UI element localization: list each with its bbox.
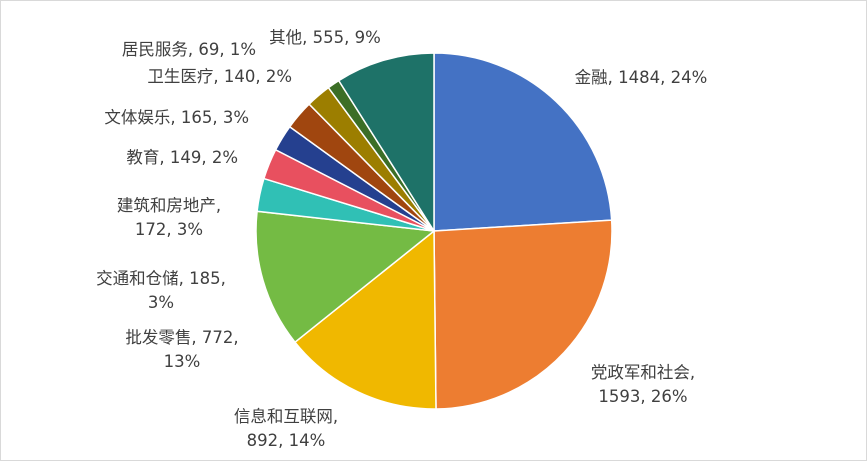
pie-slice	[255, 210, 436, 344]
slice-label-line: 教育, 149, 2%	[126, 148, 238, 167]
pie-slice	[337, 52, 435, 234]
slice-label-line: 建筑和房地产,	[117, 196, 221, 215]
slice-label-line: 1593, 26%	[598, 387, 687, 406]
slice-label-line: 其他, 555, 9%	[269, 28, 381, 47]
slice-data-label: 信息和互联网, 892, 14%	[234, 407, 338, 450]
slice-label-line: 信息和互联网,	[234, 407, 338, 426]
slice-label-line: 居民服务, 69, 1%	[122, 40, 256, 59]
slice-label-line: 文体娱乐, 165, 3%	[104, 108, 249, 127]
slice-data-label: 金融, 1484, 24%	[575, 68, 708, 87]
pie-slice	[433, 219, 613, 410]
pie-slice	[293, 229, 437, 410]
slice-label-line: 金融, 1484, 24%	[575, 68, 708, 87]
slice-label-line: 党政军和社会,	[591, 363, 695, 382]
slice-data-label: 党政军和社会, 1593, 26%	[591, 363, 695, 406]
slice-data-label: 建筑和房地产, 172, 3%	[117, 196, 221, 239]
slice-label-line: 892, 14%	[247, 431, 326, 450]
slice-data-label: 卫生医疗, 140, 2%	[147, 67, 292, 86]
slice-data-label: 文体娱乐, 165, 3%	[104, 108, 249, 127]
slice-label-line: 卫生医疗, 140, 2%	[147, 67, 292, 86]
slice-label-line: 13%	[164, 352, 201, 371]
slice-label-line: 172, 3%	[135, 220, 203, 239]
slice-label-line: 交通和仓储, 185,	[96, 269, 226, 288]
slice-data-label: 交通和仓储, 185, 3%	[96, 269, 226, 312]
slice-data-label: 批发零售, 772, 13%	[125, 328, 238, 371]
pie-slices	[255, 52, 613, 410]
pie-slice	[433, 52, 613, 232]
slice-label-line: 批发零售, 772,	[125, 328, 238, 347]
slice-data-label: 其他, 555, 9%	[269, 28, 381, 47]
slice-data-label: 教育, 149, 2%	[126, 148, 238, 167]
pie-labels: 金融, 1484, 24% 党政军和社会, 1593, 26% 信息和互联网, 892,…	[96, 28, 707, 450]
slice-data-label: 居民服务, 69, 1%	[122, 40, 256, 59]
slice-label-line: 3%	[148, 293, 174, 312]
